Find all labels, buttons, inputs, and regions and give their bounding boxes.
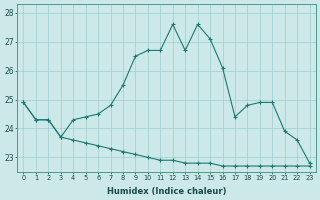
X-axis label: Humidex (Indice chaleur): Humidex (Indice chaleur) — [107, 187, 226, 196]
